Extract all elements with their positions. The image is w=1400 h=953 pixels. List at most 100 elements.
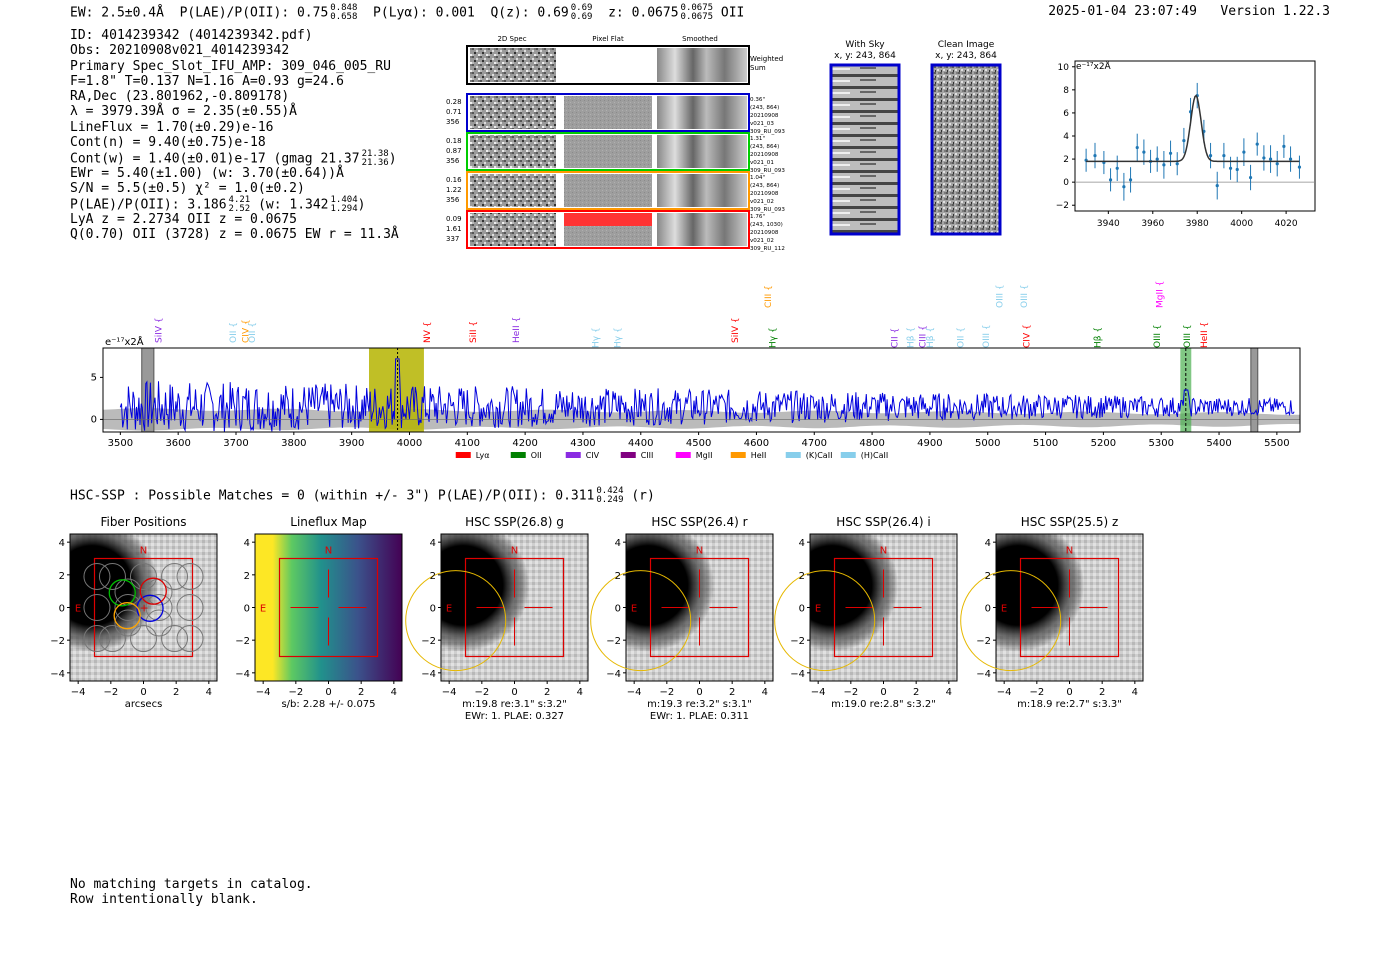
z-value: 0.0675 xyxy=(631,5,679,21)
spectrum-marks: 0 5 3500 3600 3700 3800 3900 4000 4100 4200 4300 44… xyxy=(91,281,1301,460)
cutout-row-left-label: 0.71 xyxy=(446,108,462,116)
spec-legend-swatch xyxy=(510,452,526,458)
cutout-row-right-label: 20210908 xyxy=(750,152,779,158)
zoom-data-point xyxy=(1242,150,1246,154)
version-text: Version 1.22.3 xyxy=(1220,4,1330,19)
info-plae-row: P(LAE)/P(OII): 3.186 4.21 2.52 (w: 1.342 1.… xyxy=(70,195,366,215)
spec-line-marker: Hβ { xyxy=(1094,327,1104,348)
zoom-data-point xyxy=(1262,156,1266,160)
info-sn: S/N = 5.5(±0.5) χ² = 1.0(±0.2) xyxy=(70,180,305,196)
hsc-xtick-label: 2 xyxy=(1099,687,1105,698)
zoom-xtick-label: 4020 xyxy=(1275,219,1298,229)
zoom-ytick-label: 2 xyxy=(1063,155,1069,165)
spec-line-marker: CII { xyxy=(891,328,901,348)
spec-line-marker: NV { xyxy=(423,322,433,343)
hsc-ytick-label: 2 xyxy=(430,571,436,582)
zoom-xtick-label: 3940 xyxy=(1097,219,1120,229)
cutout-smoothed xyxy=(657,96,747,129)
hsc-panel-caption-2: EWr: 1. PLAE: 0.327 xyxy=(465,711,564,722)
compass-north: N xyxy=(140,545,147,556)
hsc-xtick-label: 2 xyxy=(544,687,550,698)
cutout-2dspec xyxy=(470,174,556,207)
plae2-w: (w: 1.342 xyxy=(258,197,329,213)
zoom-data-point xyxy=(1135,145,1139,150)
hsc-xtick-label: 4 xyxy=(206,687,212,698)
zoom-data-point xyxy=(1155,157,1159,161)
spec-xtick-label: 5400 xyxy=(1206,438,1231,449)
plae2-hi: 4.21 xyxy=(228,195,251,206)
zoom-line-chart: e⁻¹⁷x2Å −2 0 2 4 6 8 10 3940 3960 3980 4000 4020 xyxy=(1056,60,1316,229)
spec-line-marker: SiII { xyxy=(469,321,479,343)
spec-line-marker: MgII { xyxy=(1156,281,1166,308)
col-header-smoothed: Smoothed xyxy=(682,35,718,43)
cutout-row-left-label: 356 xyxy=(446,118,460,126)
cutout-row-right-label: 1.31" xyxy=(750,136,765,142)
hsc-xtick-label: 0 xyxy=(140,687,146,698)
ew-text: EW: 2.5±0.4Å xyxy=(70,5,164,21)
hsc-ytick-label: 4 xyxy=(985,538,991,549)
plae-label: P(LAE)/P(OII): xyxy=(179,5,290,21)
timestamp-text: 2025-01-04 23:07:49 xyxy=(1048,4,1197,19)
hsc-xtick-label: −2 xyxy=(843,687,858,698)
cutout-row-right-label: 309_RU_112 xyxy=(750,246,785,252)
spec-legend-swatch xyxy=(840,452,856,458)
with-sky-image xyxy=(829,63,901,236)
spec-line-marker: OII { xyxy=(957,327,967,348)
hsc-title-text: HSC-SSP : Possible Matches = 0 (within +… xyxy=(70,488,595,504)
cutout-row-right-label: 309_RU_093 xyxy=(750,207,785,213)
zoom-data-point xyxy=(1222,154,1226,158)
spec-legend-label: CIII xyxy=(641,451,654,460)
zoom-marks: −2 0 2 4 6 8 10 3940 3960 3980 4000 4020 xyxy=(1056,63,1315,229)
compass-north: N xyxy=(880,545,887,556)
hsc-galaxy-ellipse xyxy=(960,570,1062,672)
hsc-xtick-label: 2 xyxy=(358,687,364,698)
spec-line-marker: SiIV { xyxy=(155,317,165,343)
spec-legend-swatch xyxy=(675,452,691,458)
zoom-data-point xyxy=(1122,185,1126,189)
spec-ytick-label: 0 xyxy=(91,414,97,425)
cutout-row-right-label: 20210908 xyxy=(750,113,779,119)
fiber-circle xyxy=(130,625,157,653)
spec-line-marker: Hβ { xyxy=(926,327,936,348)
detection-info: ID: 4014239342 (4014239342.pdf) Obs: 202… xyxy=(70,28,399,242)
cutout-row-right-label: 309_RU_093 xyxy=(750,129,785,135)
compass-east: E xyxy=(446,604,452,615)
with-sky-title: With Sky xyxy=(845,40,885,50)
cutout-smoothed xyxy=(657,213,747,246)
spec-xtick-label: 5000 xyxy=(975,438,1000,449)
hsc-xtick-label: 2 xyxy=(173,687,179,698)
hsc-ytick-label: −2 xyxy=(790,636,805,647)
info-contn: Cont(n) = 9.40(±0.75)e-18 xyxy=(70,135,266,151)
contw-lo: 21.36 xyxy=(361,158,389,169)
fiber-circle xyxy=(176,625,204,653)
spec-line-marker: OII { xyxy=(229,322,239,343)
hsc-ytick-label: 4 xyxy=(59,538,65,549)
hsc-title: HSC-SSP : Possible Matches = 0 (within +… xyxy=(70,487,655,505)
compass-north: N xyxy=(325,545,332,556)
plae2-w-hi: 1.404 xyxy=(330,195,358,206)
hsc-ytick-label: 0 xyxy=(244,604,250,615)
hsc-xtick-label: −2 xyxy=(288,687,303,698)
hsc-aperture-box xyxy=(649,557,750,658)
cutout-2dspec xyxy=(470,213,556,246)
spec-legend-swatch xyxy=(730,452,746,458)
hsc-xtick-label: 4 xyxy=(577,687,583,698)
spec-xtick-label: 3500 xyxy=(108,438,133,449)
header-summary: EW: 2.5±0.4Å P(LAE)/P(OII): 0.75 0.848 0.6… xyxy=(70,4,744,22)
compass-east: E xyxy=(260,604,266,615)
qz-value: 0.69 xyxy=(537,5,569,21)
hsc-ytick-label: 2 xyxy=(799,571,805,582)
compass-east: E xyxy=(75,604,81,615)
hsc-galaxy-ellipse xyxy=(405,570,507,672)
cutout-row-left-label: 0.09 xyxy=(446,215,462,223)
spec-xtick-label: 3800 xyxy=(281,438,306,449)
spec-line-marker: Hβ { xyxy=(906,327,916,348)
fiber-circle xyxy=(98,625,126,653)
cutout-row-right-label: (243, 1030) xyxy=(750,222,783,228)
plae2-w-lo: 1.294 xyxy=(330,204,358,215)
cutout-row-left-label: 356 xyxy=(446,157,460,165)
zoom-data-point xyxy=(1162,163,1166,167)
zoom-ytick-label: 8 xyxy=(1063,86,1069,96)
fiber-circle xyxy=(176,562,204,590)
spec-legend-label: (K)CaII xyxy=(806,451,833,460)
